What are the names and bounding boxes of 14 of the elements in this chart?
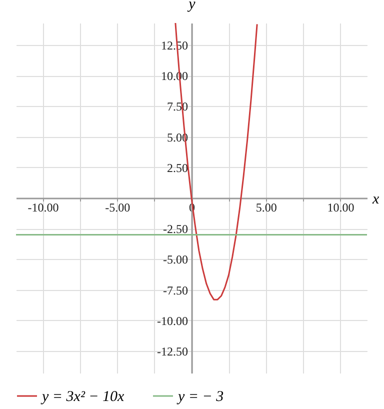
x-tick-label: -10.00: [28, 200, 59, 214]
y-tick-label: 2.50: [167, 160, 188, 175]
y-tick-label: -7.50: [163, 283, 188, 298]
y-tick-label: -2.50: [163, 222, 188, 236]
y-axis-title: y: [186, 0, 196, 12]
legend-label: y = 3x² − 10x: [40, 389, 125, 405]
y-tick-label: -5.00: [163, 252, 188, 267]
x-tick-label: -5.00: [105, 200, 130, 214]
x-tick-label: 10.00: [327, 200, 354, 214]
legend-label: y = − 3: [176, 389, 224, 405]
x-tick-label: 5.00: [256, 200, 277, 214]
y-tick-label: -10.00: [157, 314, 188, 328]
y-tick-label: -12.50: [157, 344, 188, 358]
x-axis-title: x: [372, 192, 380, 208]
